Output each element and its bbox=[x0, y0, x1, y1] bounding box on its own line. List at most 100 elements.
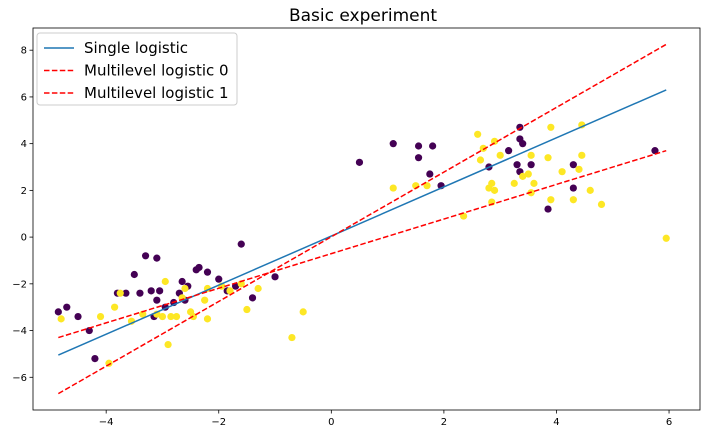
point-group1 bbox=[389, 184, 397, 192]
point-group1 bbox=[243, 305, 251, 314]
point-group1 bbox=[524, 170, 532, 178]
point-group0 bbox=[85, 326, 93, 335]
point-group1 bbox=[161, 277, 169, 286]
axes: −4 −2 0 2 4 6 −6 −4 −2 0 2 4 6 8 bbox=[12, 27, 701, 428]
point-group0 bbox=[271, 273, 279, 281]
point-group0 bbox=[414, 142, 423, 150]
y-tick-label: 2 bbox=[21, 186, 27, 197]
point-group0 bbox=[74, 312, 82, 321]
point-group1 bbox=[519, 172, 527, 180]
point-group0 bbox=[519, 140, 527, 148]
point-group0 bbox=[505, 147, 513, 155]
point-group0 bbox=[237, 240, 245, 248]
point-group0 bbox=[429, 142, 437, 150]
x-tick-label: −2 bbox=[211, 417, 226, 428]
point-group0 bbox=[426, 170, 434, 178]
series-line-1 bbox=[57, 43, 667, 395]
legend-label-1: Multilevel logistic 0 bbox=[84, 62, 229, 80]
point-group1 bbox=[203, 315, 212, 323]
x-tick-label: −4 bbox=[99, 417, 114, 428]
point-group0 bbox=[215, 275, 223, 283]
x-tick-label: 0 bbox=[328, 417, 334, 428]
point-group0 bbox=[122, 289, 130, 297]
point-group1 bbox=[575, 165, 583, 173]
point-group0 bbox=[203, 268, 212, 276]
y-tick-label: −6 bbox=[12, 373, 27, 384]
point-group1 bbox=[578, 151, 586, 159]
y-tick-label: −2 bbox=[12, 279, 27, 290]
point-group1 bbox=[474, 130, 482, 138]
series-group0 bbox=[54, 123, 659, 363]
point-group1 bbox=[490, 137, 499, 145]
point-group1 bbox=[116, 289, 124, 297]
point-group1 bbox=[496, 151, 504, 159]
point-group0 bbox=[136, 289, 144, 297]
point-group1 bbox=[111, 303, 119, 311]
point-group1 bbox=[558, 168, 566, 176]
point-group1 bbox=[423, 182, 431, 190]
point-group1 bbox=[254, 284, 262, 293]
y-tick-label: 4 bbox=[21, 139, 27, 150]
point-group0 bbox=[147, 287, 155, 295]
point-group0 bbox=[130, 270, 138, 279]
point-group1 bbox=[662, 234, 670, 242]
point-group1 bbox=[510, 179, 518, 187]
point-group0 bbox=[195, 263, 203, 272]
series-line-2 bbox=[58, 149, 667, 339]
point-group1 bbox=[288, 333, 296, 342]
point-group1 bbox=[139, 310, 147, 318]
point-group1 bbox=[586, 186, 594, 194]
y-tick-label: −4 bbox=[12, 326, 27, 337]
point-group1 bbox=[488, 179, 496, 187]
point-group0 bbox=[355, 158, 364, 166]
plot-frame bbox=[32, 27, 701, 411]
point-group0 bbox=[527, 161, 535, 169]
point-group1 bbox=[479, 144, 487, 152]
legend-label-2: Multilevel logistic 1 bbox=[84, 84, 229, 102]
series-line-0 bbox=[58, 89, 667, 356]
x-tick-label: 2 bbox=[441, 417, 447, 428]
point-group1 bbox=[96, 312, 105, 321]
point-group1 bbox=[57, 315, 65, 323]
point-group1 bbox=[490, 186, 499, 194]
point-group0 bbox=[63, 303, 71, 311]
point-group0 bbox=[91, 354, 99, 363]
point-group0 bbox=[414, 154, 423, 162]
legend: Single logistic Multilevel logistic 0 Mult… bbox=[36, 32, 238, 106]
point-group1 bbox=[299, 308, 307, 316]
point-group1 bbox=[158, 312, 167, 321]
chart-title: Basic experiment bbox=[289, 6, 437, 26]
point-group1 bbox=[476, 156, 485, 164]
point-group0 bbox=[389, 140, 397, 148]
point-group0 bbox=[153, 296, 161, 304]
legend-label-0: Single logistic bbox=[84, 39, 188, 57]
point-group0 bbox=[153, 254, 161, 262]
y-tick-label: 0 bbox=[21, 233, 27, 244]
point-group0 bbox=[248, 294, 257, 302]
point-group0 bbox=[156, 287, 164, 295]
legend-box bbox=[36, 32, 238, 106]
point-group0 bbox=[141, 252, 150, 260]
point-group1 bbox=[547, 196, 555, 204]
point-group0 bbox=[544, 205, 552, 213]
point-group1 bbox=[237, 280, 245, 288]
point-group1 bbox=[544, 154, 552, 162]
point-group1 bbox=[172, 312, 181, 321]
point-group1 bbox=[181, 284, 189, 293]
point-group1 bbox=[201, 296, 209, 304]
y-tick-label: 8 bbox=[21, 46, 27, 57]
point-group1 bbox=[569, 196, 577, 204]
point-group1 bbox=[164, 340, 172, 349]
y-tick-label: 6 bbox=[21, 92, 27, 103]
point-group0 bbox=[569, 184, 577, 192]
point-group0 bbox=[651, 147, 659, 155]
point-group1 bbox=[167, 312, 175, 321]
plot-area bbox=[54, 43, 670, 395]
point-group0 bbox=[178, 277, 186, 286]
x-tick-label: 4 bbox=[553, 417, 559, 428]
point-group0 bbox=[513, 161, 521, 169]
x-tick-label: 6 bbox=[666, 417, 672, 428]
point-group1 bbox=[597, 200, 606, 208]
point-group0 bbox=[54, 308, 62, 316]
